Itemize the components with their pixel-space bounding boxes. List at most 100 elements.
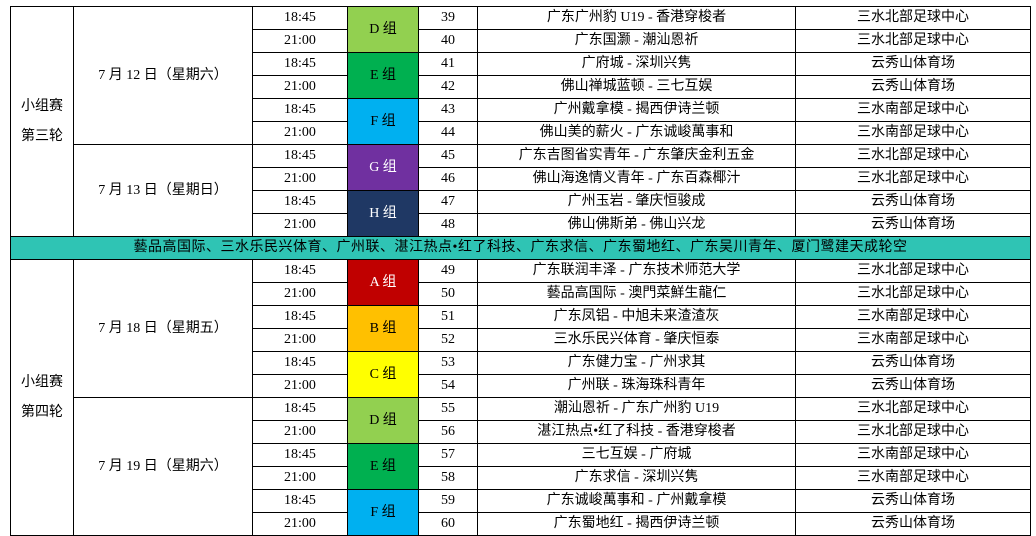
match-no-cell: 47	[418, 190, 478, 214]
venue-cell: 云秀山体育场	[795, 52, 1031, 76]
match-no-cell: 60	[418, 512, 478, 536]
match-cell: 广东国灏 - 潮汕恩祈	[477, 29, 796, 53]
match-cell: 广府城 - 深圳兴隽	[477, 52, 796, 76]
table-row: 18:45 B 组 51 广东凤铝 - 中旭未来渣渣灰 三水南部足球中心	[11, 305, 1031, 352]
table-row: 7 月 13 日（星期日） 18:45 G 组 45 广东吉图省实青年 - 广东…	[11, 144, 1031, 237]
time-cell: 21:00	[252, 167, 348, 191]
match-cell: 广州戴拿模 - 揭西伊诗兰顿	[477, 98, 796, 122]
time-cell: 21:00	[252, 29, 348, 53]
group-cell: G 组	[347, 144, 419, 191]
venue-cell: 云秀山体育场	[795, 190, 1031, 214]
match-cell: 广东蜀地红 - 揭西伊诗兰顿	[477, 512, 796, 536]
table-row: 21:00 44 佛山美的薪火 - 广东诚峻萬事和 三水南部足球中心	[11, 121, 1031, 145]
venue-cell: 三水北部足球中心	[795, 29, 1031, 53]
match-cell: 佛山禅城蓝顿 - 三七互娱	[477, 75, 796, 99]
venue-cell: 三水南部足球中心	[795, 121, 1031, 145]
table-row: 小组赛 第三轮 7 月 12 日（星期六） 18:45 D 组 39 广东广州豹…	[10, 6, 1031, 237]
venue-cell: 云秀山体育场	[795, 489, 1031, 513]
group-cell: H 组	[347, 190, 419, 237]
venue-cell: 三水北部足球中心	[795, 144, 1031, 168]
match-cell: 广东求信 - 深圳兴隽	[477, 466, 796, 490]
bye-banner: 藝品高国际、三水乐民兴体育、广州联、湛江热点•红了科技、广东求信、广东蜀地红、广…	[10, 236, 1031, 260]
venue-cell: 三水北部足球中心	[795, 420, 1031, 444]
time-cell: 21:00	[252, 420, 348, 444]
time-cell: 21:00	[252, 75, 348, 99]
match-cell: 广东联润丰泽 - 广东技术师范大学	[477, 259, 796, 283]
time-cell: 18:45	[252, 98, 348, 122]
match-no-cell: 56	[418, 420, 478, 444]
round-line1: 小组赛	[21, 375, 63, 391]
match-no-cell: 45	[418, 144, 478, 168]
time-cell: 21:00	[252, 512, 348, 536]
time-cell: 21:00	[252, 282, 348, 306]
table-row: 18:45 E 组 41 广府城 - 深圳兴隽 云秀山体育场	[11, 52, 1031, 99]
time-cell: 21:00	[252, 213, 348, 237]
match-cell: 广东健力宝 - 广州求其	[477, 351, 796, 375]
match-no-cell: 48	[418, 213, 478, 237]
match-cell: 佛山美的薪火 - 广东诚峻萬事和	[477, 121, 796, 145]
group-cell: D 组	[347, 6, 419, 53]
time-cell: 21:00	[252, 374, 348, 398]
match-no-cell: 49	[418, 259, 478, 283]
match-no-cell: 55	[418, 397, 478, 421]
match-cell: 藝品高国际 - 澳門菜鮮生龍仁	[477, 282, 796, 306]
venue-cell: 三水南部足球中心	[795, 98, 1031, 122]
match-no-cell: 39	[418, 6, 478, 30]
time-cell: 21:00	[252, 466, 348, 490]
time-cell: 18:45	[252, 443, 348, 467]
table-row: 7 月 19 日（星期六） 18:45 D 组 55 潮汕恩祈 - 广东广州豹 …	[11, 397, 1031, 536]
venue-cell: 三水南部足球中心	[795, 466, 1031, 490]
match-no-cell: 40	[418, 29, 478, 53]
match-no-cell: 58	[418, 466, 478, 490]
table-row: 18:45 F 组 43 广州戴拿模 - 揭西伊诗兰顿 三水南部足球中心	[11, 98, 1031, 145]
time-cell: 18:45	[252, 190, 348, 214]
venue-cell: 三水北部足球中心	[795, 259, 1031, 283]
group-cell: D 组	[347, 397, 419, 444]
match-no-cell: 52	[418, 328, 478, 352]
group-cell: B 组	[347, 305, 419, 352]
time-cell: 18:45	[252, 259, 348, 283]
table-row: 藝品高国际、三水乐民兴体育、广州联、湛江热点•红了科技、广东求信、广东蜀地红、广…	[10, 236, 1031, 260]
venue-cell: 三水北部足球中心	[795, 167, 1031, 191]
match-no-cell: 50	[418, 282, 478, 306]
table-row: 21:00 50 藝品高国际 - 澳門菜鮮生龍仁 三水北部足球中心	[11, 282, 1031, 306]
table-row: 21:00 48 佛山佛斯弟 - 佛山兴龙 云秀山体育场	[11, 213, 1031, 237]
time-cell: 18:45	[252, 6, 348, 30]
match-no-cell: 59	[418, 489, 478, 513]
group-cell: E 组	[347, 52, 419, 99]
match-cell: 广东吉图省实青年 - 广东肇庆金利五金	[477, 144, 796, 168]
venue-cell: 三水南部足球中心	[795, 443, 1031, 467]
round-line1: 小组赛	[21, 99, 63, 115]
time-cell: 21:00	[252, 328, 348, 352]
match-no-cell: 44	[418, 121, 478, 145]
table-row: 21:00 40 广东国灏 - 潮汕恩祈 三水北部足球中心	[11, 29, 1031, 53]
group-cell: F 组	[347, 98, 419, 145]
venue-cell: 云秀山体育场	[795, 512, 1031, 536]
match-no-cell: 51	[418, 305, 478, 329]
match-no-cell: 57	[418, 443, 478, 467]
date-cell: 7 月 19 日（星期六）	[73, 397, 253, 536]
match-no-cell: 53	[418, 351, 478, 375]
group-cell: C 组	[347, 351, 419, 398]
table-row: 21:00 46 佛山海逸情义青年 - 广东百森椰汁 三水北部足球中心	[11, 167, 1031, 191]
time-cell: 18:45	[252, 397, 348, 421]
round-label: 小组赛 第三轮	[10, 6, 74, 237]
table-row: 21:00 42 佛山禅城蓝顿 - 三七互娱 云秀山体育场	[11, 75, 1031, 99]
match-no-cell: 54	[418, 374, 478, 398]
match-cell: 三水乐民兴体育 - 肇庆恒泰	[477, 328, 796, 352]
venue-cell: 三水北部足球中心	[795, 397, 1031, 421]
time-cell: 21:00	[252, 121, 348, 145]
venue-cell: 云秀山体育场	[795, 213, 1031, 237]
date-cell: 7 月 18 日（星期五）	[73, 259, 253, 398]
match-cell: 湛江热点•红了科技 - 香港穿梭者	[477, 420, 796, 444]
match-cell: 三七互娱 - 广府城	[477, 443, 796, 467]
time-cell: 18:45	[252, 144, 348, 168]
round-line2: 第三轮	[21, 128, 63, 144]
table-row: 21:00 58 广东求信 - 深圳兴隽 三水南部足球中心	[11, 466, 1031, 490]
match-schedule-table: 小组赛 第三轮 7 月 12 日（星期六） 18:45 D 组 39 广东广州豹…	[10, 6, 1031, 536]
match-cell: 潮汕恩祈 - 广东广州豹 U19	[477, 397, 796, 421]
round-label: 小组赛 第四轮	[10, 259, 74, 536]
group-cell: F 组	[347, 489, 419, 536]
time-cell: 18:45	[252, 351, 348, 375]
match-no-cell: 42	[418, 75, 478, 99]
